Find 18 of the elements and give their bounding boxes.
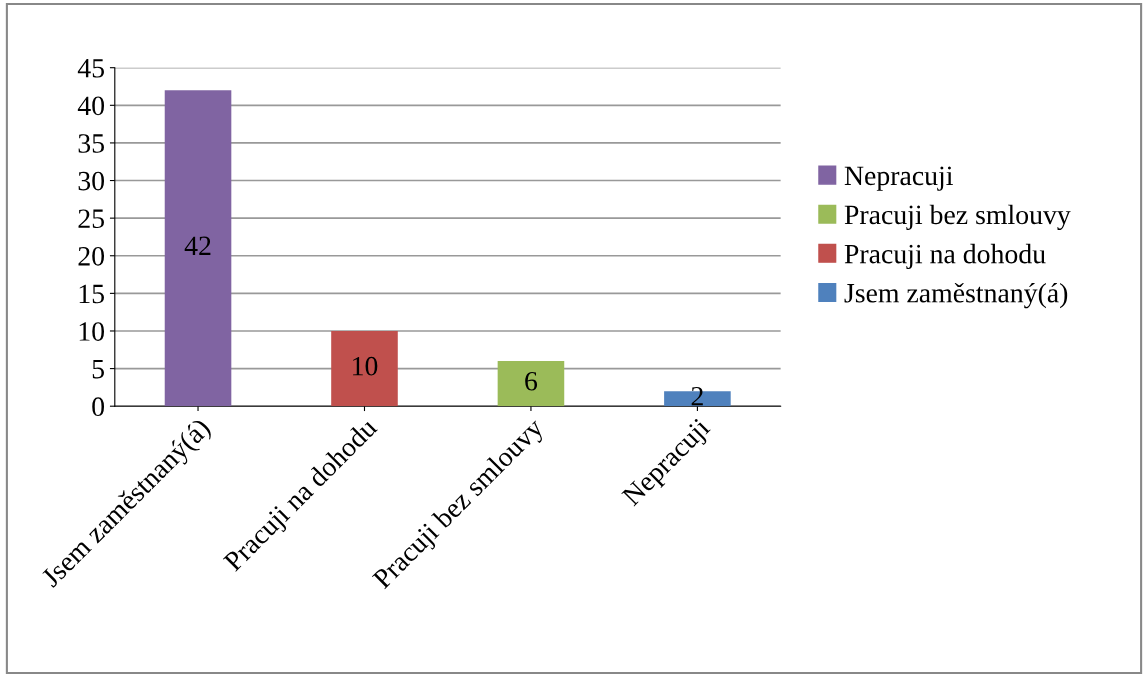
y-tick-label: 35 (78, 134, 104, 153)
legend-label: Pracuji na dohodu (844, 243, 1046, 270)
legend-label: Jsem zaměstnaný(á) (844, 282, 1068, 309)
y-tick-label: 40 (77, 96, 105, 116)
y-tick-label: 5 (92, 360, 104, 379)
y-tick-label: 45 (77, 59, 104, 78)
y-tick-label: 0 (92, 397, 105, 417)
y-tick-label: 20 (78, 246, 105, 266)
data-label: 6 (525, 371, 538, 391)
data-label: 2 (691, 386, 703, 406)
y-tick-label: 25 (78, 209, 104, 229)
data-label: 42 (184, 236, 211, 255)
data-label: 10 (353, 356, 378, 376)
legend-label: Nepracuji (844, 166, 953, 191)
y-tick-label: 30 (78, 171, 105, 191)
y-tick-label: 10 (79, 322, 105, 341)
y-tick-label: 15 (79, 284, 104, 304)
legend-label: Pracuji bez smlouvy (844, 204, 1071, 230)
